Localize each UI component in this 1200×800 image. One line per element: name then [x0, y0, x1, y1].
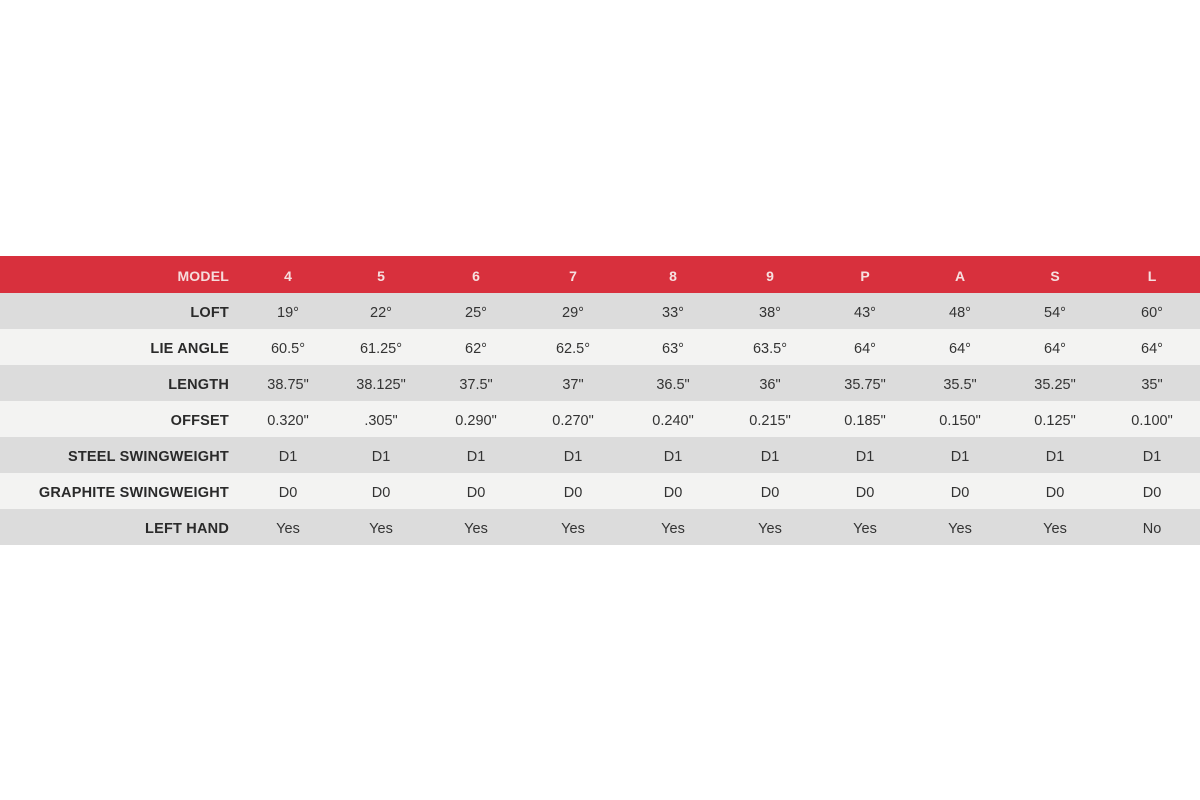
table-cell: Yes — [853, 520, 877, 537]
table-cell: 37.5" — [459, 376, 493, 393]
table-cell: 38.125" — [356, 376, 406, 393]
row-label: OFFSET — [170, 412, 229, 429]
table-cell: P — [860, 268, 870, 284]
table-cell: 63° — [662, 340, 684, 357]
table-cell: 5 — [377, 268, 385, 284]
table-cell: Yes — [1043, 520, 1067, 537]
row-label: LOFT — [190, 304, 229, 321]
table-cell: 8 — [669, 268, 677, 284]
table-cell: 0.150" — [939, 412, 981, 429]
table-cell: D1 — [371, 448, 391, 465]
table-cell: D0 — [663, 484, 683, 501]
row-label: GRAPHITE SWINGWEIGHT — [38, 484, 229, 501]
table-cell: 6 — [472, 268, 480, 284]
table-cell: 0.215" — [749, 412, 791, 429]
row-label: MODEL — [177, 268, 229, 284]
table-cell: D1 — [563, 448, 583, 465]
table-cell: 35.25" — [1034, 376, 1076, 393]
table-cell: D1 — [760, 448, 780, 465]
row-label: STEEL SWINGWEIGHT — [67, 448, 229, 465]
table-cell: D1 — [278, 448, 298, 465]
table-cell: D1 — [855, 448, 875, 465]
table-cell: D0 — [855, 484, 875, 501]
table-cell: 48° — [949, 304, 971, 321]
table-cell: 61.25° — [359, 340, 403, 357]
table-cell: 0.320" — [267, 412, 309, 429]
table-cell: 64° — [1141, 340, 1163, 357]
table-cell: S — [1050, 268, 1060, 284]
table-cell: Yes — [464, 520, 488, 537]
table-cell: 33° — [662, 304, 684, 321]
table-cell: Yes — [758, 520, 782, 537]
table-cell: D0 — [950, 484, 970, 501]
table-cell: D0 — [371, 484, 391, 501]
table-cell: 64° — [1044, 340, 1066, 357]
table-cell: 43° — [854, 304, 876, 321]
table-cell: L — [1147, 268, 1157, 284]
table-cell: A — [954, 268, 966, 284]
table-cell: D0 — [563, 484, 583, 501]
table-cell: 62° — [465, 340, 487, 357]
table-cell: 0.100" — [1131, 412, 1173, 429]
table-cell: 36" — [759, 376, 781, 393]
table-cell: 38° — [759, 304, 781, 321]
table-cell: 35" — [1141, 376, 1163, 393]
table-cell: 0.240" — [652, 412, 694, 429]
table-cell: 63.5° — [752, 340, 788, 357]
table-row: STEEL SWINGWEIGHT D1 D1 D1 D1 D1 D1 D1 D1 D1 D1 — [0, 437, 1200, 473]
spec-table: MODEL 4 5 6 7 8 9 P A S L LOFT 19° 22° 25° 29° 33° 38° 43°… — [0, 256, 1200, 545]
table-cell: No — [1142, 520, 1162, 537]
table-header-row: MODEL 4 5 6 7 8 9 P A S L — [0, 256, 1200, 293]
table-cell: Yes — [369, 520, 393, 537]
table-cell: 38.75" — [267, 376, 309, 393]
table-cell: 60.5° — [270, 340, 306, 357]
table-cell: Yes — [948, 520, 972, 537]
table-cell: 22° — [370, 304, 392, 321]
table-cell: 60° — [1141, 304, 1163, 321]
table-cell: .305" — [364, 412, 398, 429]
table-cell: D1 — [663, 448, 683, 465]
table-cell: 36.5" — [656, 376, 690, 393]
table-cell: 0.270" — [552, 412, 594, 429]
table-cell: 64° — [854, 340, 876, 357]
table-row: GRAPHITE SWINGWEIGHT D0 D0 D0 D0 D0 D0 D0 D0 D0 D0 — [0, 473, 1200, 509]
row-label: LIE ANGLE — [150, 340, 229, 357]
table-row: OFFSET 0.320" .305" 0.290" 0.270" 0.240" 0.215… — [0, 401, 1200, 437]
table-cell: Yes — [561, 520, 585, 537]
table-row: LIE ANGLE 60.5° 61.25° 62° 62.5° 63° 63.5° 64° 6… — [0, 329, 1200, 365]
table-cell: 19° — [277, 304, 299, 321]
table-cell: 35.5" — [943, 376, 977, 393]
table-cell: 4 — [284, 268, 292, 284]
table-cell: 62.5° — [555, 340, 591, 357]
table-cell: 37" — [562, 376, 584, 393]
table-row: LEFT HAND Yes Yes Yes Yes Yes Yes Yes Yes Yes No — [0, 509, 1200, 545]
table-cell: 0.290" — [455, 412, 497, 429]
table-cell: 35.75" — [844, 376, 886, 393]
row-label: LENGTH — [168, 376, 229, 393]
table-cell: 7 — [569, 268, 577, 284]
table-cell: Yes — [276, 520, 300, 537]
table-cell: D0 — [1045, 484, 1065, 501]
table-row: LOFT 19° 22° 25° 29° 33° 38° 43° 48° 54° 60° — [0, 293, 1200, 329]
table-cell: D1 — [950, 448, 970, 465]
table-cell: 29° — [562, 304, 584, 321]
table-cell: Yes — [661, 520, 685, 537]
table-cell: D0 — [278, 484, 298, 501]
table-cell: 25° — [465, 304, 487, 321]
table-cell: 64° — [949, 340, 971, 357]
table-cell: D1 — [1045, 448, 1065, 465]
table-cell: D0 — [1142, 484, 1162, 501]
table-cell: D0 — [466, 484, 486, 501]
table-cell: 9 — [766, 268, 774, 284]
table-cell: D0 — [760, 484, 780, 501]
table-cell: 54° — [1044, 304, 1066, 321]
table-cell: D1 — [1142, 448, 1162, 465]
table-cell: 0.125" — [1034, 412, 1076, 429]
table-row: LENGTH 38.75" 38.125" 37.5" 37" 36.5" 36" 35.75… — [0, 365, 1200, 401]
table-cell: D1 — [466, 448, 486, 465]
table-cell: 0.185" — [844, 412, 886, 429]
row-label: LEFT HAND — [145, 520, 229, 537]
